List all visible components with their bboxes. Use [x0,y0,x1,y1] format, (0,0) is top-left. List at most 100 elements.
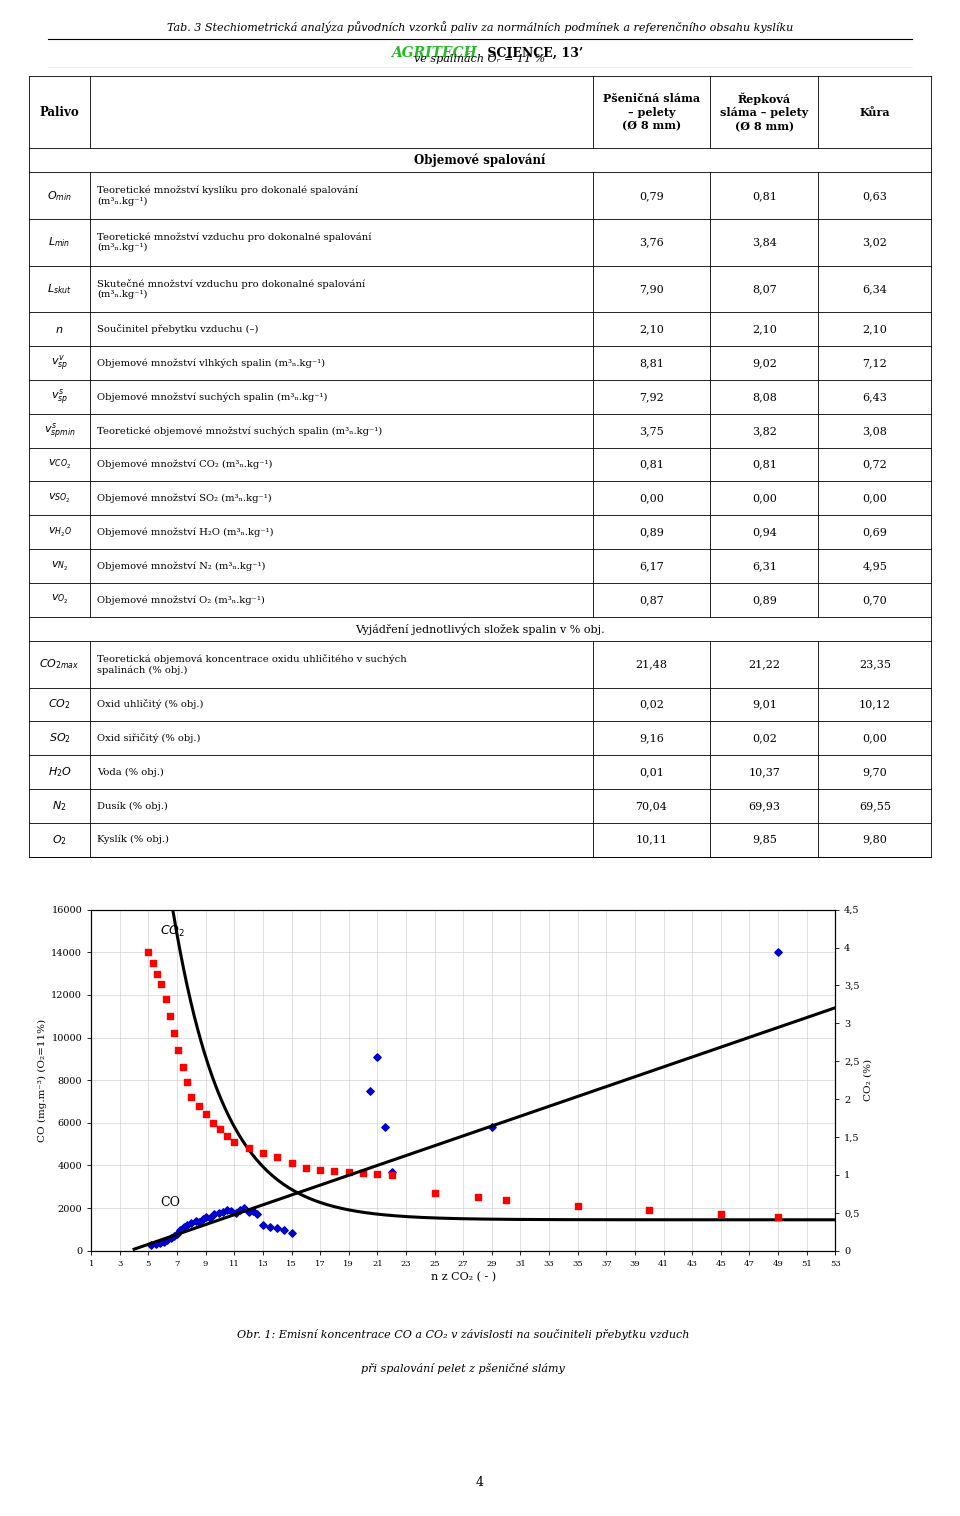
Text: 8,81: 8,81 [639,358,664,368]
Point [159,1228,175,1252]
Point [276,1219,292,1243]
Text: $v_{CO_2}$: $v_{CO_2}$ [48,458,71,471]
Point [284,1151,300,1175]
Point [220,1198,235,1222]
Point [427,1181,443,1205]
Point [177,1216,192,1240]
Text: 8,07: 8,07 [752,283,777,294]
Text: ve spalinách Oᵣ = 11 %: ve spalinách Oᵣ = 11 % [415,53,545,64]
Point [498,1187,514,1211]
Point [250,1202,265,1226]
Text: 6,34: 6,34 [862,283,887,294]
Text: 2,10: 2,10 [639,324,664,335]
Text: $v_{N_2}$: $v_{N_2}$ [51,559,68,573]
Text: 3,82: 3,82 [752,426,777,435]
Text: 6,17: 6,17 [639,561,663,572]
Point [227,1129,242,1154]
Text: 0,81: 0,81 [752,459,777,470]
Point [144,1233,159,1257]
Text: při spalování pelet z pšeničné slámy: při spalování pelet z pšeničné slámy [361,1363,565,1375]
Text: Skutečné množství vzduchu pro dokonalné spalování
(m³ₙ.kg⁻¹): Skutečné množství vzduchu pro dokonalné … [97,279,366,299]
Text: 9,01: 9,01 [752,699,777,709]
Point [154,972,169,996]
Text: 9,70: 9,70 [862,767,887,778]
Text: $v^v_{sp}$: $v^v_{sp}$ [51,353,68,373]
Text: 21,48: 21,48 [636,659,667,669]
Text: Objemové množství H₂O (m³ₙ.kg⁻¹): Objemové množství H₂O (m³ₙ.kg⁻¹) [97,528,274,537]
Point [191,1210,206,1234]
Text: 0,00: 0,00 [862,493,887,503]
Text: Vyjádření jednotlivých složek spalin v % obj.: Vyjádření jednotlivých složek spalin v %… [355,623,605,635]
Text: Teoretická objemová koncentrace oxidu uhličitého v suchých
spalinách (% obj.): Teoretická objemová koncentrace oxidu uh… [97,653,407,675]
Text: 0,00: 0,00 [639,493,664,503]
Text: Řepková
sláma – pelety
(Ø 8 mm): Řepková sláma – pelety (Ø 8 mm) [720,92,808,132]
Point [141,940,156,964]
Point [224,1199,239,1223]
Text: 0,70: 0,70 [862,594,887,605]
Text: 0,81: 0,81 [639,459,664,470]
Text: 9,16: 9,16 [639,734,664,743]
Point [162,1004,178,1028]
Text: 10,37: 10,37 [748,767,780,778]
Point [220,1123,235,1148]
Text: 4,95: 4,95 [862,561,887,572]
Y-axis label: CO (mg.m⁻³) (O₂=11%): CO (mg.m⁻³) (O₂=11%) [38,1019,47,1142]
Point [175,1055,190,1079]
Point [183,1085,199,1110]
Text: AGRITECH: AGRITECH [392,45,477,61]
Text: $N_2$: $N_2$ [52,799,66,813]
Point [150,961,165,985]
Text: Objemové množství SO₂ (m³ₙ.kg⁻¹): Objemové množství SO₂ (m³ₙ.kg⁻¹) [97,494,272,503]
Text: Dusík (% obj.): Dusík (% obj.) [97,800,168,811]
Text: $n$: $n$ [56,324,63,335]
Text: 2,10: 2,10 [752,324,777,335]
Text: 0,02: 0,02 [639,699,664,709]
Point [284,1220,300,1245]
Text: 0,87: 0,87 [639,594,663,605]
Text: 3,75: 3,75 [639,426,663,435]
Point [270,1145,285,1169]
Text: 0,00: 0,00 [752,493,777,503]
Text: $H_2O$: $H_2O$ [47,766,71,779]
Text: Tab. 3 Stechiometrická analýza původních vzorků paliv za normálních podmínek a r: Tab. 3 Stechiometrická analýza původních… [167,21,793,33]
Text: Teoretické objemové množství suchých spalin (m³ₙ.kg⁻¹): Teoretické objemové množství suchých spa… [97,426,383,435]
Point [770,1204,785,1228]
Text: 0,01: 0,01 [639,767,664,778]
Text: CO: CO [160,1196,180,1208]
Y-axis label: CO₂ (%): CO₂ (%) [864,1060,873,1101]
Point [163,1226,179,1251]
Point [241,1201,256,1225]
Point [377,1114,393,1139]
Point [355,1161,371,1186]
Point [245,1199,260,1223]
Text: SCIENCE, 13’: SCIENCE, 13’ [483,47,583,59]
Text: 3,84: 3,84 [752,238,777,247]
Point [203,1205,218,1229]
Point [169,1222,184,1246]
Point [713,1202,729,1226]
Text: 4: 4 [476,1477,484,1489]
Point [370,1045,385,1069]
Point [172,1219,187,1243]
Point [255,1140,271,1164]
Text: 70,04: 70,04 [636,800,667,811]
Point [236,1196,252,1220]
Text: 69,55: 69,55 [859,800,891,811]
Point [183,1211,199,1236]
Text: $SO_2$: $SO_2$ [49,731,70,746]
Text: Kyslík (% obj.): Kyslík (% obj.) [97,835,169,844]
Point [326,1158,342,1182]
Point [153,1231,168,1255]
Text: Kůra: Kůra [859,106,890,118]
Text: Teoretické množství vzduchu pro dokonalné spalování
(m³ₙ.kg⁻¹): Teoretické množství vzduchu pro dokonaln… [97,232,372,253]
Point [570,1193,586,1217]
Text: 0,63: 0,63 [862,191,887,200]
Point [215,1201,230,1225]
Point [241,1137,256,1161]
Point [195,1207,210,1231]
Text: 0,69: 0,69 [862,528,887,537]
Text: 21,22: 21,22 [748,659,780,669]
Text: 0,79: 0,79 [639,191,663,200]
Text: 9,85: 9,85 [752,835,777,844]
Point [180,1070,195,1095]
